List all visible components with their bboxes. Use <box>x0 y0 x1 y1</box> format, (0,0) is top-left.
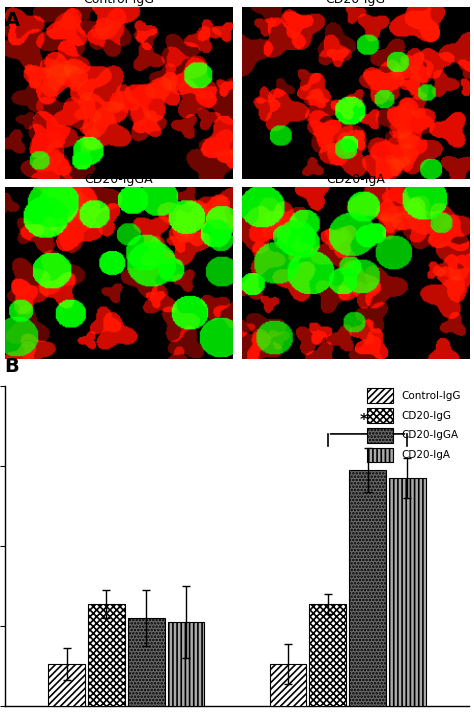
Title: Control-IgG: Control-IgG <box>83 0 154 6</box>
Text: B: B <box>5 356 19 376</box>
Bar <box>48 664 85 706</box>
Bar <box>88 604 125 706</box>
Text: **: ** <box>359 413 375 428</box>
Bar <box>128 618 164 706</box>
Legend: Control-IgG, CD20-IgG, CD20-IgGA, CD20-IgA: Control-IgG, CD20-IgG, CD20-IgGA, CD20-I… <box>364 385 464 466</box>
Bar <box>349 470 386 706</box>
Bar <box>310 604 346 706</box>
Bar <box>270 664 306 706</box>
Title: CD20-IgA: CD20-IgA <box>326 173 385 186</box>
Text: A: A <box>5 11 20 30</box>
Bar <box>389 478 426 706</box>
Title: CD20-IgGA: CD20-IgGA <box>84 173 153 186</box>
Bar <box>168 622 204 706</box>
Title: CD20-IgG: CD20-IgG <box>325 0 385 6</box>
